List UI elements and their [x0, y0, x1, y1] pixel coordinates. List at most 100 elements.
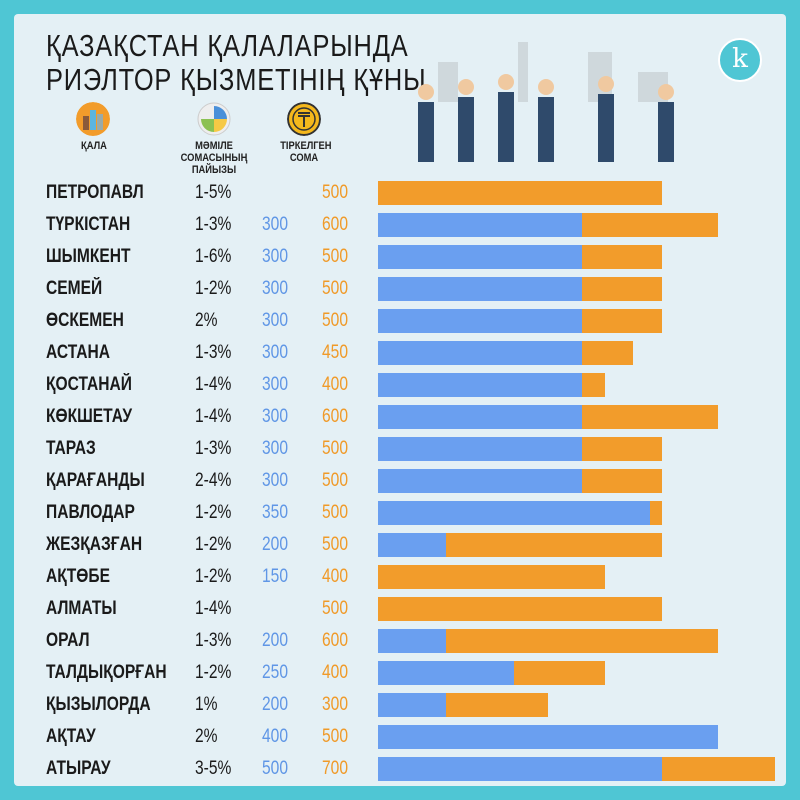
percent-label: 1-5%: [195, 182, 232, 203]
orange-value-label: 700: [322, 758, 348, 779]
blue-value-label: 300: [262, 470, 288, 491]
city-label: ОРАЛ: [46, 630, 90, 651]
orange-value-label: 600: [322, 214, 348, 235]
chart-row: СЕМЕЙ 1-2% 300 500: [14, 274, 786, 306]
orange-value-label: 500: [322, 726, 348, 747]
tenge-coin-icon: [287, 102, 321, 136]
orange-value-label: 400: [322, 662, 348, 683]
orange-value-label: 400: [322, 374, 348, 395]
header-percent: МӘМІЛЕ СОМАСЫНЫҢ ПАЙЫЗЫ: [180, 140, 248, 176]
percent-label: 1-2%: [195, 662, 232, 683]
blue-bar: [378, 245, 582, 269]
chart-row: ҚОСТАНАЙ 1-4% 300 400: [14, 370, 786, 402]
city-label: ҚАРАҒАНДЫ: [46, 470, 145, 491]
chart-row: ЖЕЗҚАЗҒАН 1-2% 200 500: [14, 530, 786, 562]
blue-bar: [378, 437, 582, 461]
chart-row: ҚЫЗЫЛОРДА 1% 200 300: [14, 690, 786, 722]
percent-label: 1-3%: [195, 342, 232, 363]
chart-row: АТЫРАУ 3-5% 500 700: [14, 754, 786, 786]
percent-label: 1-3%: [195, 214, 232, 235]
city-label: ӨСКЕМЕН: [46, 310, 124, 331]
blue-bar: [378, 501, 650, 525]
chart-row: ПАВЛОДАР 1-2% 350 500: [14, 498, 786, 530]
title-line-2: РИЭЛТОР ҚЫЗМЕТІНІҢ ҚҰНЫ: [46, 62, 427, 97]
orange-value-label: 400: [322, 566, 348, 587]
percent-label: 3-5%: [195, 758, 232, 779]
orange-value-label: 500: [322, 438, 348, 459]
blue-value-label: 300: [262, 214, 288, 235]
city-label: ҚЫЗЫЛОРДА: [46, 694, 151, 715]
chart-row: АҚТАУ 2% 400 500: [14, 722, 786, 754]
city-label: ЖЕЗҚАЗҒАН: [46, 534, 143, 555]
blue-bar: [378, 373, 582, 397]
orange-value-label: 300: [322, 694, 348, 715]
city-label: ПАВЛОДАР: [46, 502, 135, 523]
orange-bar: [378, 597, 662, 621]
percent-label: 1-3%: [195, 438, 232, 459]
orange-value-label: 500: [322, 470, 348, 491]
blue-bar: [378, 661, 514, 685]
blue-bar: [378, 213, 582, 237]
percent-label: 1-2%: [195, 566, 232, 587]
city-label: АҚТАУ: [46, 726, 96, 747]
orange-value-label: 500: [322, 502, 348, 523]
city-label: КӨКШЕТАУ: [46, 406, 133, 427]
blue-bar: [378, 277, 582, 301]
realtors-city-illustration: [418, 42, 674, 162]
percent-label: 1-3%: [195, 630, 232, 651]
percent-label: 1-4%: [195, 374, 232, 395]
city-label: АТЫРАУ: [46, 758, 111, 779]
blue-value-label: 150: [262, 566, 288, 587]
city-label: ҚОСТАНАЙ: [46, 374, 132, 395]
chart-row: АЛМАТЫ 1-4% 500: [14, 594, 786, 626]
chart-row: ҚАРАҒАНДЫ 2-4% 300 500: [14, 466, 786, 498]
blue-value-label: 500: [262, 758, 288, 779]
chart-row: ӨСКЕМЕН 2% 300 500: [14, 306, 786, 338]
blue-value-label: 400: [262, 726, 288, 747]
orange-value-label: 500: [322, 310, 348, 331]
percent-label: 1-4%: [195, 406, 232, 427]
blue-value-label: 300: [262, 406, 288, 427]
city-buildings-icon: [76, 102, 110, 136]
orange-bar: [378, 181, 662, 205]
orange-value-label: 500: [322, 278, 348, 299]
city-label: ПЕТРОПАВЛ: [46, 182, 144, 203]
blue-value-label: 200: [262, 630, 288, 651]
blue-bar: [378, 405, 582, 429]
header-city: ҚАЛА: [81, 140, 107, 152]
orange-bar: [378, 565, 605, 589]
blue-value-label: 300: [262, 374, 288, 395]
blue-value-label: 300: [262, 246, 288, 267]
percent-label: 1-2%: [195, 278, 232, 299]
pie-percent-icon: [197, 102, 231, 136]
city-label: ШЫМКЕНТ: [46, 246, 131, 267]
blue-bar: [378, 693, 446, 717]
chart-row: ОРАЛ 1-3% 200 600: [14, 626, 786, 658]
blue-value-label: 300: [262, 342, 288, 363]
chart-row: ПЕТРОПАВЛ 1-5% 500: [14, 178, 786, 210]
blue-value-label: 300: [262, 278, 288, 299]
orange-value-label: 600: [322, 630, 348, 651]
chart-row: АСТАНА 1-3% 300 450: [14, 338, 786, 370]
blue-value-label: 250: [262, 662, 288, 683]
blue-bar: [378, 629, 446, 653]
blue-value-label: 200: [262, 534, 288, 555]
blue-bar: [378, 725, 718, 749]
chart-row: ШЫМКЕНТ 1-6% 300 500: [14, 242, 786, 274]
orange-value-label: 500: [322, 182, 348, 203]
orange-value-label: 500: [322, 246, 348, 267]
percent-label: 2%: [195, 310, 218, 331]
header-fixed: ТІРКЕЛГЕН СОМА: [280, 140, 332, 164]
city-label: ТҮРКІСТАН: [46, 214, 131, 235]
orange-value-label: 450: [322, 342, 348, 363]
blue-bar: [378, 533, 446, 557]
chart-row: КӨКШЕТАУ 1-4% 300 600: [14, 402, 786, 434]
chart-row: АҚТӨБЕ 1-2% 150 400: [14, 562, 786, 594]
city-label: ТАЛДЫҚОРҒАН: [46, 662, 167, 683]
blue-value-label: 350: [262, 502, 288, 523]
chart-row: ТҮРКІСТАН 1-3% 300 600: [14, 210, 786, 242]
city-label: АҚТӨБЕ: [46, 566, 110, 587]
percent-label: 1-6%: [195, 246, 232, 267]
blue-bar: [378, 469, 582, 493]
percent-label: 1-4%: [195, 598, 232, 619]
